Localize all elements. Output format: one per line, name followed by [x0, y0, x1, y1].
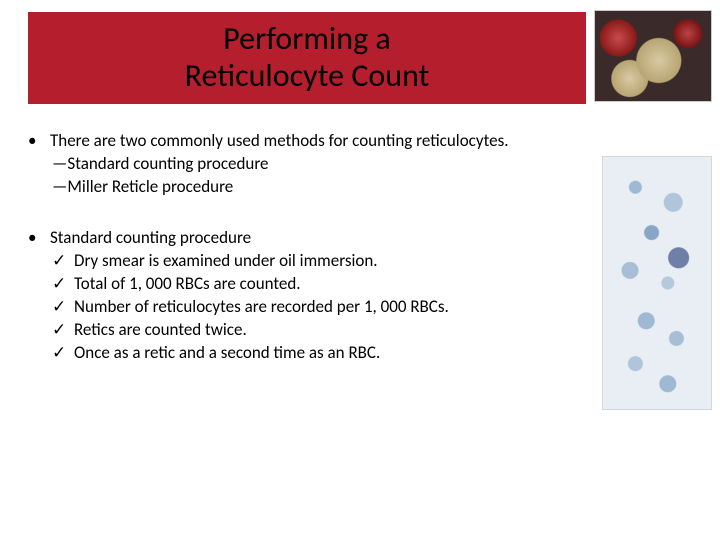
- checklist-item: ✓ Total of 1, 000 RBCs are counted.: [52, 273, 588, 296]
- check-icon: ✓: [52, 250, 74, 273]
- check-icon: ✓: [52, 342, 74, 365]
- bullet-icon: •: [28, 130, 50, 153]
- check-icon: ✓: [52, 296, 74, 319]
- checklist-text: Number of reticulocytes are recorded per…: [74, 296, 449, 319]
- slide-title: Performing a Reticulocyte Count: [185, 21, 430, 95]
- bullet-icon: •: [28, 227, 50, 250]
- checklist-item: ✓ Dry smear is examined under oil immers…: [52, 250, 588, 273]
- checklist-text: Retics are counted twice.: [74, 319, 247, 342]
- checklist: ✓ Dry smear is examined under oil immers…: [28, 250, 588, 365]
- check-icon: ✓: [52, 319, 74, 342]
- side-smear-micrograph-image: [602, 156, 712, 410]
- checklist-text: Total of 1, 000 RBCs are counted.: [74, 273, 301, 296]
- checklist-item: ✓ Number of reticulocytes are recorded p…: [52, 296, 588, 319]
- bullet-item: • There are two commonly used methods fo…: [28, 130, 588, 199]
- bullet-subline: —Standard counting procedure: [28, 153, 588, 176]
- bullet-lead-text: Standard counting procedure: [50, 227, 588, 250]
- checklist-text: Dry smear is examined under oil immersio…: [74, 250, 378, 273]
- check-icon: ✓: [52, 273, 74, 296]
- checklist-text: Once as a retic and a second time as an …: [74, 342, 380, 365]
- bullet-item: • Standard counting procedure ✓ Dry smea…: [28, 227, 588, 365]
- title-banner: Performing a Reticulocyte Count: [28, 12, 586, 104]
- checklist-item: ✓ Retics are counted twice.: [52, 319, 588, 342]
- corner-blood-cells-image: [594, 10, 712, 102]
- title-line-2: Reticulocyte Count: [185, 56, 430, 95]
- title-line-1: Performing a: [223, 19, 390, 58]
- slide-body: • There are two commonly used methods fo…: [28, 130, 588, 392]
- bullet-lead-text: There are two commonly used methods for …: [50, 130, 588, 153]
- bullet-subline: —Miller Reticle procedure: [28, 176, 588, 199]
- checklist-item: ✓ Once as a retic and a second time as a…: [52, 342, 588, 365]
